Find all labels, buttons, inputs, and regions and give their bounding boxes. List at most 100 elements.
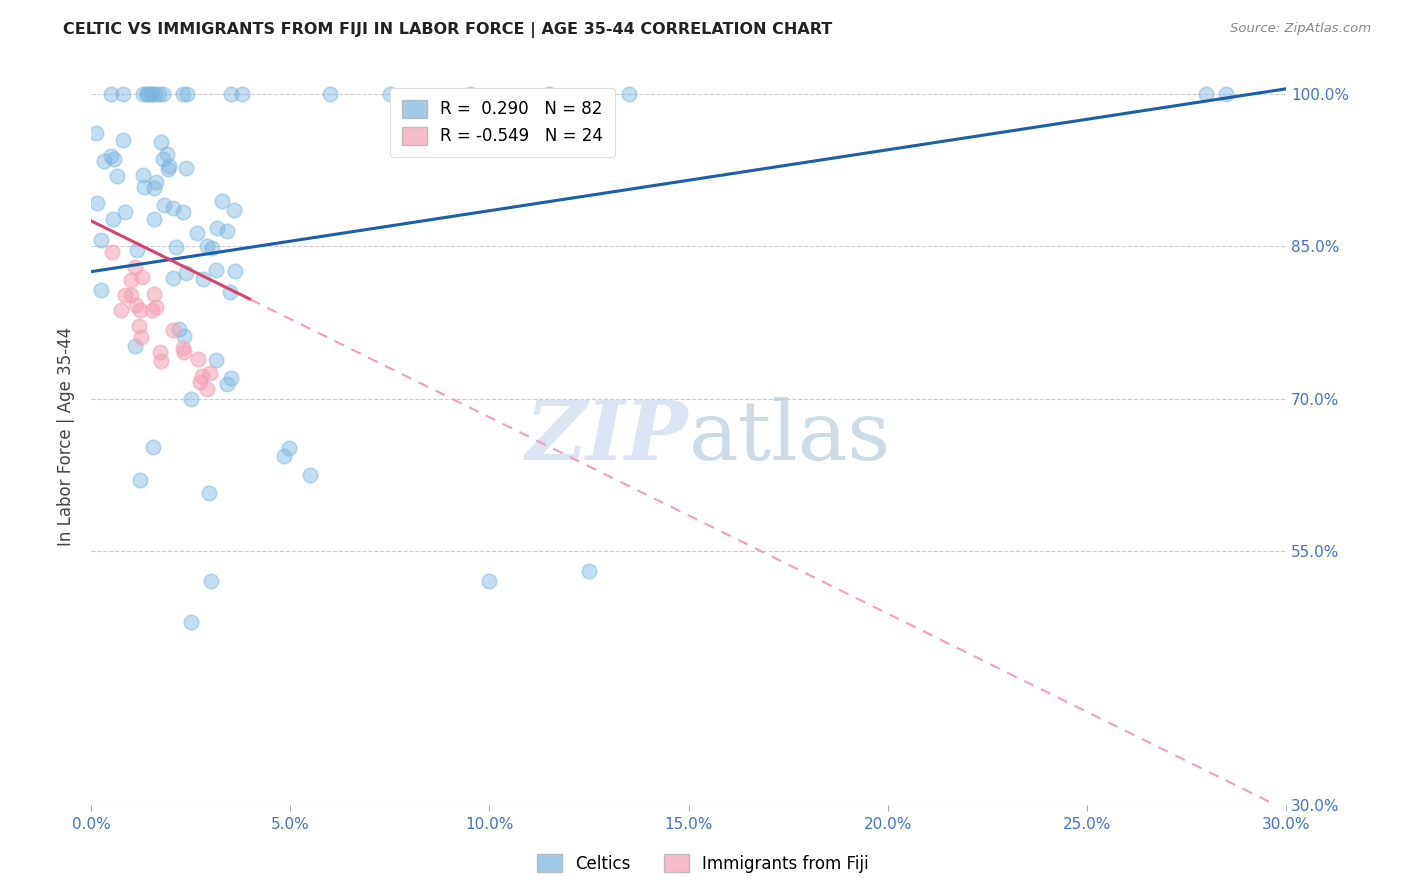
Point xyxy=(378,87,401,101)
Point xyxy=(150,354,173,368)
Point xyxy=(105,169,128,183)
Point xyxy=(129,473,152,487)
Point xyxy=(188,375,211,389)
Point xyxy=(149,135,172,149)
Point xyxy=(157,159,180,173)
Point xyxy=(120,287,142,301)
Point xyxy=(132,87,155,101)
Point xyxy=(110,303,132,318)
Point xyxy=(145,300,167,314)
Point xyxy=(197,486,219,500)
Point xyxy=(143,87,166,101)
Point xyxy=(120,272,142,286)
Point xyxy=(152,152,174,166)
Point xyxy=(217,224,239,238)
Point xyxy=(200,574,222,589)
Point xyxy=(142,211,165,226)
Point xyxy=(86,195,108,210)
Point xyxy=(127,244,149,258)
Point xyxy=(319,87,342,101)
Point xyxy=(135,87,157,101)
Point xyxy=(231,87,253,101)
Point xyxy=(176,266,198,280)
Point xyxy=(169,322,191,336)
Point xyxy=(197,382,219,396)
Point xyxy=(114,204,136,219)
Point xyxy=(172,342,194,356)
Point xyxy=(141,302,163,317)
Point xyxy=(219,87,242,101)
Point xyxy=(538,87,561,101)
Point xyxy=(219,285,242,299)
Point xyxy=(100,149,122,163)
Point xyxy=(277,441,299,455)
Point xyxy=(114,288,136,302)
Point xyxy=(174,161,197,175)
Point xyxy=(191,272,214,286)
Legend: Celtics, Immigrants from Fiji: Celtics, Immigrants from Fiji xyxy=(530,847,876,880)
Point xyxy=(162,201,184,215)
Point xyxy=(180,615,202,629)
Text: CELTIC VS IMMIGRANTS FROM FIJI IN LABOR FORCE | AGE 35-44 CORRELATION CHART: CELTIC VS IMMIGRANTS FROM FIJI IN LABOR … xyxy=(63,22,832,38)
Point xyxy=(204,262,226,277)
Point xyxy=(219,371,242,385)
Point xyxy=(187,351,209,366)
Point xyxy=(176,87,198,101)
Point xyxy=(148,87,170,101)
Point xyxy=(478,574,501,589)
Point xyxy=(103,153,125,167)
Point xyxy=(112,133,135,147)
Point xyxy=(162,271,184,285)
Point xyxy=(156,147,179,161)
Point xyxy=(103,211,125,226)
Point xyxy=(128,318,150,333)
Point xyxy=(195,239,218,253)
Point xyxy=(90,283,112,297)
Point xyxy=(299,467,322,482)
Point xyxy=(156,161,179,176)
Point xyxy=(222,202,245,217)
Text: atlas: atlas xyxy=(689,397,890,476)
Point xyxy=(124,260,146,275)
Point xyxy=(617,87,640,101)
Point xyxy=(90,233,112,247)
Point xyxy=(152,87,174,101)
Point xyxy=(173,344,195,359)
Point xyxy=(1195,87,1218,101)
Point xyxy=(165,240,187,254)
Point xyxy=(205,352,228,367)
Point xyxy=(200,366,222,380)
Point xyxy=(1215,87,1237,101)
Point xyxy=(149,345,172,359)
Point xyxy=(129,330,152,344)
Point xyxy=(139,87,162,101)
Point xyxy=(131,269,153,284)
Point xyxy=(139,87,162,101)
Point xyxy=(205,221,228,235)
Text: ZIP: ZIP xyxy=(526,397,689,476)
Point xyxy=(215,377,238,392)
Point xyxy=(111,87,134,101)
Point xyxy=(145,175,167,189)
Text: Source: ZipAtlas.com: Source: ZipAtlas.com xyxy=(1230,22,1371,36)
Point xyxy=(180,392,202,406)
Point xyxy=(172,204,194,219)
Point xyxy=(129,302,152,317)
Point xyxy=(578,564,600,578)
Point xyxy=(142,440,165,454)
Point xyxy=(84,126,107,140)
Point xyxy=(211,194,233,208)
Point xyxy=(201,241,224,255)
Point xyxy=(186,226,208,240)
Point xyxy=(132,179,155,194)
Point xyxy=(458,87,481,101)
Point xyxy=(273,450,295,464)
Point xyxy=(101,245,124,260)
Point xyxy=(142,181,165,195)
Point xyxy=(142,287,165,301)
Point xyxy=(224,264,246,278)
Point xyxy=(172,87,194,101)
Point xyxy=(153,198,176,212)
Point xyxy=(124,339,146,353)
Point xyxy=(125,298,148,312)
